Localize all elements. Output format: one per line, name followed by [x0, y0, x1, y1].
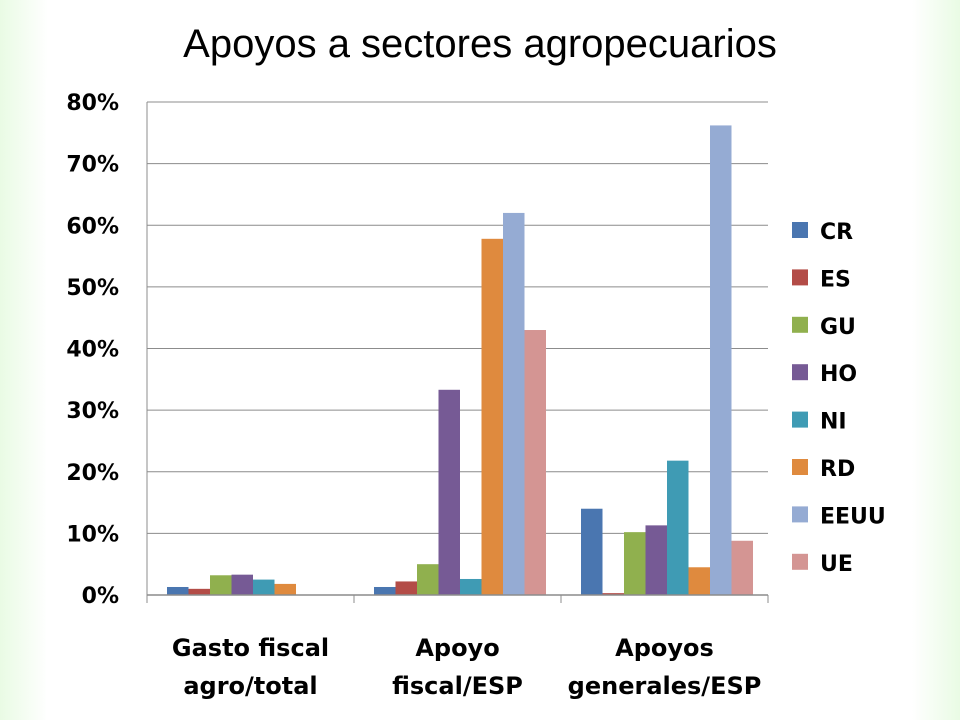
x-category-label: Apoyo: [415, 634, 499, 662]
bar-cr: [581, 508, 603, 595]
bar-ue: [524, 330, 546, 595]
legend-label-es: ES: [820, 267, 851, 292]
bar-ni: [667, 460, 689, 595]
legend-label-ue: UE: [820, 552, 853, 577]
y-tick-label: 30%: [66, 399, 119, 424]
legend-swatch-cr: [792, 222, 808, 238]
legend-label-cr: CR: [820, 220, 853, 245]
legend-label-ho: HO: [820, 362, 857, 387]
page-title: Apoyos a sectores agropecuarios: [183, 22, 777, 66]
x-category-label: fiscal/ESP: [392, 672, 523, 700]
bar-es: [602, 593, 624, 595]
legend-swatch-eeuu: [792, 506, 808, 523]
bar-chart: 0% 10% 20% 30% 40% 50% 60% 70% 80% Gasto fiscal a…: [66, 91, 886, 700]
legend-swatch-es: [792, 269, 808, 286]
y-tick-label: 80%: [66, 91, 119, 116]
y-axis: 0% 10% 20% 30% 40% 50% 60% 70% 80%: [66, 91, 148, 609]
y-tick-label: 10%: [66, 522, 119, 547]
bar-cr: [374, 586, 396, 595]
y-tick-label: 40%: [66, 338, 119, 363]
bar-rd: [481, 238, 503, 595]
legend-label-gu: GU: [820, 315, 856, 340]
bar-rd: [688, 567, 710, 595]
bar-ni: [460, 578, 482, 595]
bar-ho: [231, 574, 253, 595]
gridlines: [147, 101, 768, 596]
bar-cr: [167, 586, 189, 595]
bar-gu: [417, 564, 439, 595]
bar-es: [395, 581, 417, 595]
y-tick-label: 0%: [82, 584, 119, 609]
bar-ho: [645, 525, 667, 595]
legend-swatch-rd: [792, 459, 808, 475]
y-tick-label: 70%: [66, 153, 119, 178]
legend-label-ni: NI: [820, 410, 847, 435]
y-tick-label: 20%: [66, 461, 119, 486]
bar-eeuu: [503, 212, 525, 596]
bar-ho: [438, 389, 460, 595]
bar-ni: [253, 579, 275, 595]
legend-label-rd: RD: [820, 457, 855, 482]
bar-gu: [210, 575, 232, 595]
bar-ue: [731, 540, 753, 595]
legend-swatch-gu: [792, 316, 808, 333]
bar-gu: [624, 532, 646, 595]
legend-swatch-ue: [792, 553, 808, 570]
bar-rd: [274, 583, 296, 595]
x-category-label: generales/ESP: [568, 672, 762, 700]
bar-eeuu: [710, 125, 732, 596]
legend-label-eeuu: EEUU: [820, 504, 886, 529]
x-category-label: agro/total: [183, 672, 317, 700]
y-tick-label: 60%: [66, 214, 119, 239]
x-axis: Gasto fiscal agro/total Apoyo fiscal/ESP Apo…: [146, 594, 769, 700]
x-category-label: Gasto fiscal: [172, 634, 329, 662]
bar-es: [188, 588, 210, 595]
legend: CR ES GU HO NI RD EEUU UE: [792, 220, 886, 577]
x-category-label: Apoyos: [615, 634, 714, 662]
legend-swatch-ho: [792, 364, 808, 381]
y-tick-label: 50%: [66, 276, 119, 301]
bars: [167, 125, 753, 596]
chart-panel: 0% 10% 20% 30% 40% 50% 60% 70% 80% Gasto fiscal a…: [46, 78, 908, 720]
legend-swatch-ni: [792, 411, 808, 428]
